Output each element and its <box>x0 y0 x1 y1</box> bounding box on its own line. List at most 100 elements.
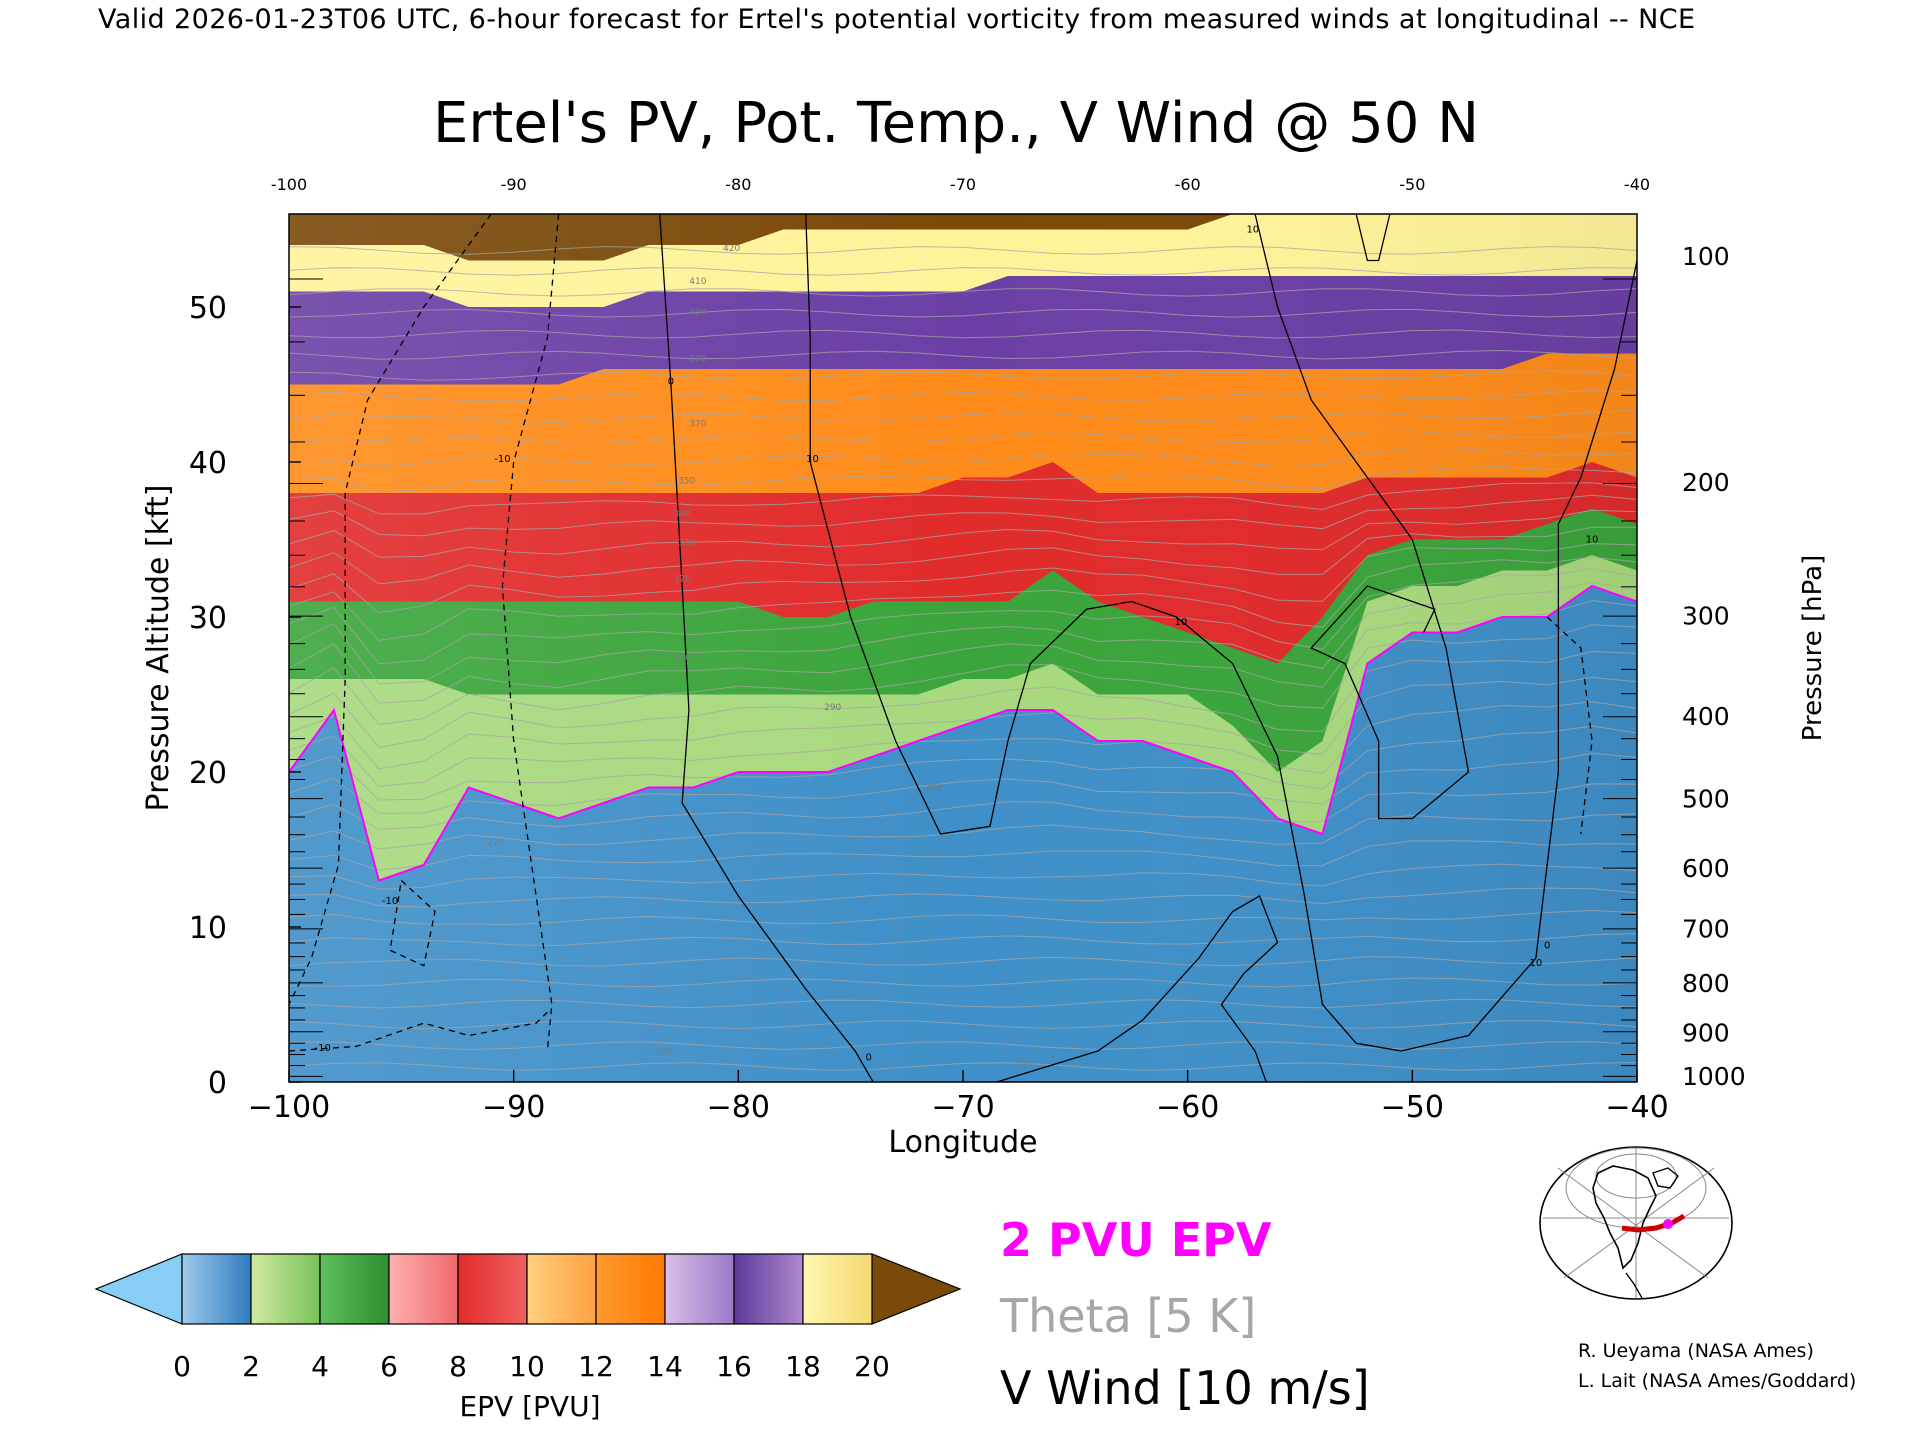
top-tick-label: -70 <box>950 175 976 194</box>
vwind-contour-label: 0 <box>1544 941 1550 952</box>
top-tick-label: -40 <box>1624 175 1650 194</box>
vwind-contour <box>1355 214 1391 262</box>
theta-contour-label: 410 <box>689 277 706 287</box>
colorbar-tick-label: 18 <box>785 1350 821 1383</box>
colorbar-segment <box>388 1253 459 1325</box>
vwind-contour <box>389 880 436 967</box>
x-axis-label: Longitude <box>888 1125 1037 1160</box>
colorbar-segment <box>457 1253 528 1325</box>
vwind-contour-label: -10 <box>494 454 510 465</box>
pressure-tick-label: 400 <box>1682 702 1730 731</box>
top-tick-label: -60 <box>1175 175 1201 194</box>
theta-contour-label: 340 <box>674 509 691 519</box>
colorbar-segment <box>733 1253 804 1325</box>
colorbar-segment <box>802 1253 873 1325</box>
colorbar-segment <box>595 1253 666 1325</box>
vwind-contour-label: 10 <box>1175 617 1188 628</box>
top-tick-label: -100 <box>271 175 307 194</box>
theta-isentrope <box>289 933 1637 946</box>
theta-contour-label: 350 <box>678 477 695 487</box>
theta-isentrope <box>289 909 1637 925</box>
colorbar-tick-label: 8 <box>449 1350 467 1383</box>
theta-contour-label: 300 <box>674 653 691 663</box>
colorbar-tick-label: 12 <box>578 1350 614 1383</box>
vwind-contour-label: 10 <box>1530 958 1543 969</box>
top-tick-label: -50 <box>1399 175 1425 194</box>
theta-contour-label: 390 <box>689 354 706 364</box>
colorbar-segment <box>526 1253 597 1325</box>
pv2-contour <box>289 584 1637 882</box>
colorbar-segment <box>181 1253 252 1325</box>
theta-contour-label: 400 <box>689 308 706 318</box>
theta-isentrope <box>289 494 1637 537</box>
theta-isentrope <box>289 956 1637 967</box>
top-tick-label: -80 <box>725 175 751 194</box>
pressure-tick-label: 900 <box>1682 1018 1730 1047</box>
theta-contours <box>289 246 1637 1071</box>
colorbar-tick-label: 4 <box>311 1350 329 1383</box>
axis-ticks: −100-100−90-90−80-80−70-70−60-60−50-50−4… <box>189 175 1746 1125</box>
vwind-contour <box>805 214 1637 1052</box>
pressure-tick-label: 700 <box>1682 915 1730 944</box>
theta-isentrope <box>289 329 1637 339</box>
pressure-tick-label: 300 <box>1682 601 1730 630</box>
vwind-contour-label: 10 <box>1246 225 1259 236</box>
colorbar-tick-label: 20 <box>854 1350 890 1383</box>
theta-isentrope <box>289 509 1637 558</box>
inset-locator-map <box>1539 1146 1733 1300</box>
pressure-tick-label: 500 <box>1682 784 1730 813</box>
theta-isentrope <box>289 308 1637 318</box>
contour-labels: 420 410 400 390 370 350 340 330 320 300 290 280 270 2… <box>315 225 1599 1070</box>
theta-isentrope <box>289 466 1637 493</box>
theta-isentrope <box>289 482 1637 515</box>
theta-isentrope <box>289 409 1637 424</box>
pressure-tick-label: 800 <box>1682 969 1730 998</box>
theta-contour-label: 370 <box>689 419 706 429</box>
y-axis-label-right: Pressure [hPa] <box>1798 555 1828 742</box>
colorbar-above-arrow <box>871 1253 962 1325</box>
y-tick-label: 40 <box>189 446 227 481</box>
pressure-tick-label: 600 <box>1682 854 1730 883</box>
epv-colorbar: 0 2 4 6 8 10 12 14 16 18 20 <box>94 1253 962 1383</box>
theta-isentrope <box>289 350 1637 360</box>
theta-isentrope <box>289 783 1637 830</box>
colorbar-below-arrow <box>94 1253 183 1325</box>
credit-line-1: R. Ueyama (NASA Ames) <box>1578 1340 1814 1362</box>
vwind-contour <box>996 895 1279 1082</box>
theta-isentrope <box>289 390 1637 402</box>
theta-isentrope <box>289 543 1637 614</box>
theta-isentrope <box>289 370 1637 381</box>
vwind-contour <box>659 214 874 1082</box>
vwind-contour <box>1254 214 1470 820</box>
theta-isentrope <box>289 813 1637 850</box>
theta-contour-label: 290 <box>824 703 841 713</box>
theta-contour-label: 260 <box>1015 1060 1032 1070</box>
top-tick-label: -90 <box>501 175 527 194</box>
theta-isentrope <box>289 624 1637 726</box>
pressure-tick-label: 200 <box>1682 468 1730 497</box>
legend-theta-label: Theta [5 K] <box>999 1289 1256 1343</box>
theta-isentrope <box>289 1041 1637 1050</box>
theta-isentrope <box>289 430 1637 445</box>
theta-isentrope <box>289 752 1637 814</box>
colorbar-tick-label: 16 <box>716 1350 752 1383</box>
vwind-contour-label: 0 <box>865 1052 871 1063</box>
y-tick-label: 10 <box>189 911 227 946</box>
theta-isentrope <box>289 863 1637 890</box>
colorbar-tick-label: 2 <box>242 1350 260 1383</box>
chart-title: Ertel's PV, Pot. Temp., V Wind @ 50 N <box>433 91 1479 156</box>
vwind-contours <box>289 214 1637 1082</box>
y-tick-label: 50 <box>189 291 227 326</box>
theta-isentrope <box>289 840 1637 871</box>
y-tick-label: 20 <box>189 756 227 791</box>
theta-isentrope <box>289 725 1637 801</box>
vwind-contour-label: 10 <box>806 454 819 465</box>
colorbar-tick-label: 10 <box>509 1350 545 1383</box>
vwind-contour <box>289 1011 548 1052</box>
x-tick-label: −50 <box>1381 1090 1444 1125</box>
theta-isentrope <box>289 581 1637 685</box>
colorbar-tick-label: 0 <box>173 1350 191 1383</box>
colorbar-tick-label: 14 <box>647 1350 683 1383</box>
x-tick-label: −70 <box>931 1090 994 1125</box>
